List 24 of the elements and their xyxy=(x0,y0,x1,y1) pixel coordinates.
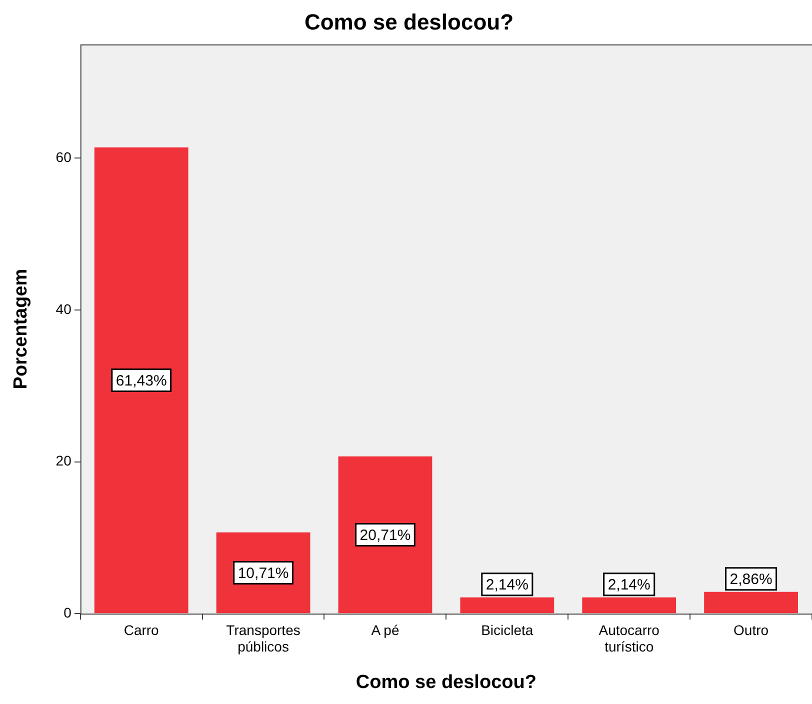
x-tick-label: Outro xyxy=(734,622,769,638)
chart-title: Como se deslocou? xyxy=(304,9,514,34)
y-axis-title: Porcentagem xyxy=(10,268,32,390)
x-tick-label: Carro xyxy=(124,622,160,638)
x-tick-label: A pé xyxy=(371,622,400,638)
bar xyxy=(704,592,798,614)
data-label: 10,71% xyxy=(238,564,289,582)
data-label: 2,86% xyxy=(730,571,772,588)
data-label: 61,43% xyxy=(116,372,167,390)
data-label: 2,14% xyxy=(486,576,528,594)
y-tick-label: 40 xyxy=(56,300,72,317)
bar xyxy=(460,597,554,614)
x-axis-title: Como se deslocou? xyxy=(356,672,536,693)
x-tick-label: Bicicleta xyxy=(481,622,534,638)
y-tick-label: 0 xyxy=(64,604,72,620)
data-label: 20,71% xyxy=(360,526,411,544)
x-tick-label: Transportes públicos xyxy=(226,622,300,655)
data-label: 2,14% xyxy=(608,576,650,594)
bar xyxy=(338,456,432,614)
bar xyxy=(582,597,676,614)
y-tick-label: 60 xyxy=(56,149,72,166)
x-tick-label: Autocarro turístico xyxy=(598,622,660,655)
y-tick-label: 20 xyxy=(56,452,72,469)
bar xyxy=(94,147,188,614)
